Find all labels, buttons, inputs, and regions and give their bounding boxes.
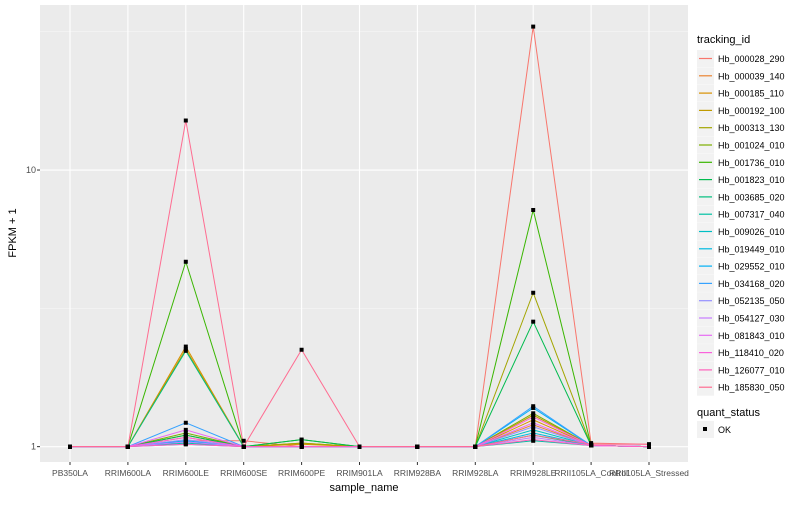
shape-legend-title: quant_status xyxy=(697,407,760,419)
data-point xyxy=(531,319,536,324)
legend-label: Hb_003685_020 xyxy=(718,192,785,202)
legend-label: Hb_001024_010 xyxy=(718,141,785,151)
data-point xyxy=(357,444,362,449)
data-point xyxy=(473,444,478,449)
data-point xyxy=(183,442,188,447)
x-tick-label: RRIM901LA xyxy=(336,468,383,478)
shape-legend-label: OK xyxy=(718,425,731,435)
x-tick-label: RRIM600LA xyxy=(105,468,152,478)
data-point xyxy=(183,427,188,432)
legend-label: Hb_054127_030 xyxy=(718,314,785,324)
legend-label: Hb_000192_100 xyxy=(718,106,785,116)
legend-label: Hb_126077_010 xyxy=(718,365,785,375)
data-point xyxy=(531,207,536,212)
data-point xyxy=(589,442,594,447)
data-point xyxy=(241,438,246,443)
legend-label: Hb_000039_140 xyxy=(718,71,785,81)
legend-label: Hb_001736_010 xyxy=(718,158,785,168)
plot-panel xyxy=(40,5,688,462)
legend-label: Hb_001823_010 xyxy=(718,175,785,185)
data-point xyxy=(647,444,651,449)
data-point xyxy=(531,290,536,295)
x-tick-label: RRIM928LA xyxy=(452,468,499,478)
legend-label: Hb_000313_130 xyxy=(718,123,785,133)
legend-title: tracking_id xyxy=(697,34,750,46)
x-tick-label: PB350LA xyxy=(52,468,88,478)
legend-label: Hb_118410_020 xyxy=(718,348,784,358)
x-tick-label: RRII105LA_Stressed xyxy=(609,468,689,478)
data-point xyxy=(531,433,536,438)
data-point xyxy=(183,348,188,353)
data-point xyxy=(183,118,188,123)
data-point xyxy=(183,437,188,442)
data-point xyxy=(299,347,304,352)
x-tick-label: RRIM928BA xyxy=(394,468,442,478)
legend-label: Hb_009026_010 xyxy=(718,227,785,237)
data-point xyxy=(183,435,188,440)
data-point xyxy=(531,420,536,425)
data-point xyxy=(531,414,536,419)
data-point xyxy=(299,437,304,442)
legend-label: Hb_007317_040 xyxy=(718,210,785,220)
shape-legend-point xyxy=(703,427,707,431)
y-axis-title: FPKM + 1 xyxy=(7,208,19,257)
data-point xyxy=(531,404,536,409)
x-tick-label: RRIM928LE xyxy=(510,468,557,478)
data-point xyxy=(531,427,536,432)
y-tick-label: 1 xyxy=(31,442,36,452)
x-tick-label: RRIM600SE xyxy=(220,468,268,478)
legend-label: Hb_052135_050 xyxy=(718,296,785,306)
legend-label: Hb_019449_010 xyxy=(718,244,785,254)
legend-label: Hb_185830_050 xyxy=(718,383,785,393)
x-tick-label: RRII105LA_Control xyxy=(554,468,628,478)
data-point xyxy=(531,431,536,436)
data-point xyxy=(531,437,536,442)
data-point xyxy=(531,435,536,440)
data-point xyxy=(299,441,304,446)
data-point xyxy=(531,417,536,422)
data-point xyxy=(125,444,130,449)
y-tick-label: 10 xyxy=(26,165,36,175)
legend-label: Hb_081843_010 xyxy=(718,331,785,341)
data-point xyxy=(183,259,188,264)
data-point xyxy=(183,420,188,425)
data-point xyxy=(68,444,72,449)
data-point xyxy=(183,439,188,444)
legend-label: Hb_034168_020 xyxy=(718,279,785,289)
legend-label: Hb_029552_010 xyxy=(718,262,785,272)
x-tick-label: RRIM600LE xyxy=(163,468,210,478)
data-point xyxy=(183,433,188,438)
data-point xyxy=(299,444,304,449)
x-tick-label: RRIM600PE xyxy=(278,468,326,478)
data-point xyxy=(531,24,536,29)
data-point xyxy=(183,344,188,349)
x-axis-title: sample_name xyxy=(329,482,398,494)
legend-label: Hb_000028_290 xyxy=(718,54,785,64)
data-point xyxy=(241,444,246,449)
data-point xyxy=(531,411,536,416)
legend-label: Hb_000185_110 xyxy=(718,89,784,99)
data-point xyxy=(647,442,651,447)
data-point xyxy=(531,424,536,429)
data-point xyxy=(183,431,188,436)
data-point xyxy=(415,444,420,449)
